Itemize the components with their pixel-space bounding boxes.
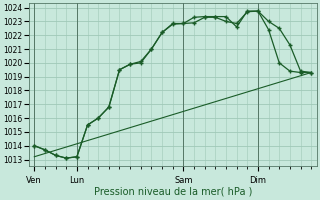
X-axis label: Pression niveau de la mer( hPa ): Pression niveau de la mer( hPa ) bbox=[93, 187, 252, 197]
